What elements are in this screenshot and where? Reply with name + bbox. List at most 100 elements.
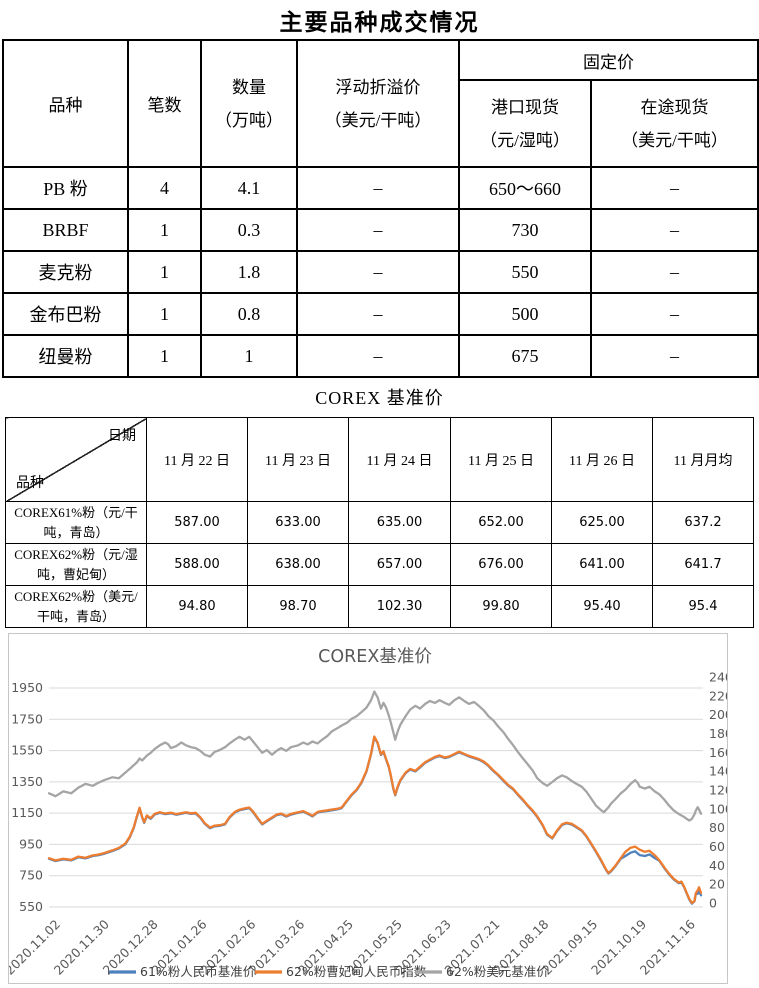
cell: 641.7 [652, 543, 754, 586]
cell: 1 [127, 250, 202, 294]
series-line [47, 735, 703, 905]
col-header-fixed-price: 固定价 [458, 39, 759, 81]
legend-label: 61%粉人民币基准价 [140, 964, 256, 979]
cell: 1.8 [200, 250, 298, 294]
cell: 625.00 [551, 501, 653, 544]
cell: 638.00 [247, 543, 349, 586]
cell: 550 [458, 250, 592, 294]
right-axis-tick-label: 0 [709, 896, 717, 911]
table-row: 麦克粉 1 1.8–550– [2, 250, 759, 294]
cell: – [296, 166, 460, 210]
col-header-variety: 品种 [2, 39, 129, 168]
col-header-port-spot: 港口现货 （元/湿吨） [458, 79, 592, 168]
left-axis-tick-label: 1550 [11, 743, 43, 758]
right-axis-tick-label: 120 [709, 783, 727, 798]
cell: – [590, 208, 759, 252]
right-axis-tick-label: 240 [709, 670, 727, 685]
right-axis-tick-label: 160 [709, 745, 727, 760]
page-title: 主要品种成交情况 [279, 9, 480, 35]
cell: 4.1 [200, 166, 298, 210]
cell: 纽曼粉 [2, 334, 129, 378]
diagonal-header-cell: 日期 品种 [5, 417, 147, 502]
cell: 0.3 [200, 208, 298, 252]
row-label: COREX61%粉（元/干吨，青岛） [5, 501, 147, 544]
cell: 1 [127, 334, 202, 378]
left-axis-tick-label: 1950 [11, 680, 43, 695]
table-row: COREX62%粉（元/湿吨，曹妃甸） 588.00 638.00 657.00 676… [5, 543, 754, 586]
left-axis-tick-label: 750 [19, 868, 43, 883]
date-column-header: 11 月 26 日 [551, 417, 653, 502]
right-axis-tick-label: 100 [709, 801, 727, 816]
right-axis-tick-label: 20 [709, 877, 725, 892]
cell: – [296, 334, 460, 378]
col-header-floating-premium: 浮动折溢价 （美元/干吨） [296, 39, 460, 168]
diagonal-header-date: 日期 [108, 429, 136, 444]
left-axis-tick-label: 1350 [11, 774, 43, 789]
series-line [47, 690, 703, 822]
chart-title: COREX基准价 [318, 647, 432, 667]
cell: 4 [127, 166, 202, 210]
legend-label: 62%粉曹妃甸人民币指数 [286, 964, 427, 979]
corex-benchmark-chart: COREX基准价 550 750 950 1150 1350 1550 1750 1950 0 20… [8, 633, 728, 984]
cell: 635.00 [348, 501, 451, 544]
cell: 587.00 [146, 501, 248, 544]
cell: 1 [200, 334, 298, 378]
left-axis-tick-label: 950 [19, 836, 43, 851]
right-axis-tick-label: 80 [709, 820, 725, 835]
cell: – [590, 166, 759, 210]
cell: 676.00 [450, 543, 552, 586]
table-row: COREX61%粉（元/干吨，青岛） 587.00 633.00 635.00 652.… [5, 501, 754, 544]
cell: PB 粉 [2, 166, 129, 210]
series-line [47, 735, 703, 905]
date-column-header: 11 月 23 日 [247, 417, 349, 502]
cell: 588.00 [146, 543, 248, 586]
corex-table-body: COREX61%粉（元/干吨，青岛） 587.00 633.00 635.00 652.… [5, 501, 754, 628]
diagonal-header-variety: 品种 [16, 476, 44, 491]
cell: 102.30 [348, 585, 451, 628]
cell: – [590, 334, 759, 378]
row-label: COREX62%粉（美元/干吨，青岛） [5, 585, 147, 628]
cell: – [590, 292, 759, 336]
deals-table-body: PB 粉 4 4.1–650～660– BRBF 1 0.3–730– 麦克粉 1 1.8–55… [2, 166, 759, 378]
col-header-transit-spot: 在途现货 （美元/干吨） [590, 79, 759, 168]
cell: 98.70 [247, 585, 349, 628]
right-axis-tick-label: 220 [709, 688, 727, 703]
cell: 麦克粉 [2, 250, 129, 294]
corex-table-title: COREX 基准价 [315, 388, 444, 408]
table-row: 纽曼粉 1 1–675– [2, 334, 759, 378]
left-axis-tick-label: 550 [19, 899, 43, 914]
cell: 1 [127, 292, 202, 336]
corex-benchmark-chart-svg: COREX基准价 550 750 950 1150 1350 1550 1750 1950 0 20… [9, 647, 727, 979]
cell: 金布巴粉 [2, 292, 129, 336]
cell: 641.00 [551, 543, 653, 586]
col-header-count: 笔数 [127, 39, 202, 168]
table-row: BRBF 1 0.3–730– [2, 208, 759, 252]
left-axis-tick-label: 1750 [11, 711, 43, 726]
cell: 675 [458, 334, 592, 378]
date-column-header: 11 月 25 日 [450, 417, 552, 502]
date-column-header: 11 月 22 日 [146, 417, 248, 502]
left-axis-tick-label: 1150 [11, 805, 43, 820]
cell: 94.80 [146, 585, 248, 628]
date-column-header: 11 月月均 [652, 417, 754, 502]
cell: – [296, 250, 460, 294]
cell: – [296, 292, 460, 336]
cell: 500 [458, 292, 592, 336]
cell: 637.2 [652, 501, 754, 544]
cell: 95.4 [652, 585, 754, 628]
row-label: COREX62%粉（元/湿吨，曹妃甸） [5, 543, 147, 586]
right-axis-tick-label: 180 [709, 726, 727, 741]
cell: – [296, 208, 460, 252]
deals-table: 品种 笔数 数量 （万吨） 浮动折溢价 （美元/干吨） 固定价 港口现货 （元/… [2, 39, 759, 378]
cell: 1 [127, 208, 202, 252]
table-row: 金布巴粉 1 0.8–500– [2, 292, 759, 336]
date-column-header: 11 月 24 日 [348, 417, 451, 502]
cell: 99.80 [450, 585, 552, 628]
cell: 633.00 [247, 501, 349, 544]
cell: 730 [458, 208, 592, 252]
cell: 650～660 [458, 166, 592, 210]
cell: 652.00 [450, 501, 552, 544]
cell: BRBF [2, 208, 129, 252]
corex-table: 日期 品种 11 月 22 日 11 月 23 日 11 月 24 日 11 月 25… [5, 417, 754, 628]
cell: 0.8 [200, 292, 298, 336]
